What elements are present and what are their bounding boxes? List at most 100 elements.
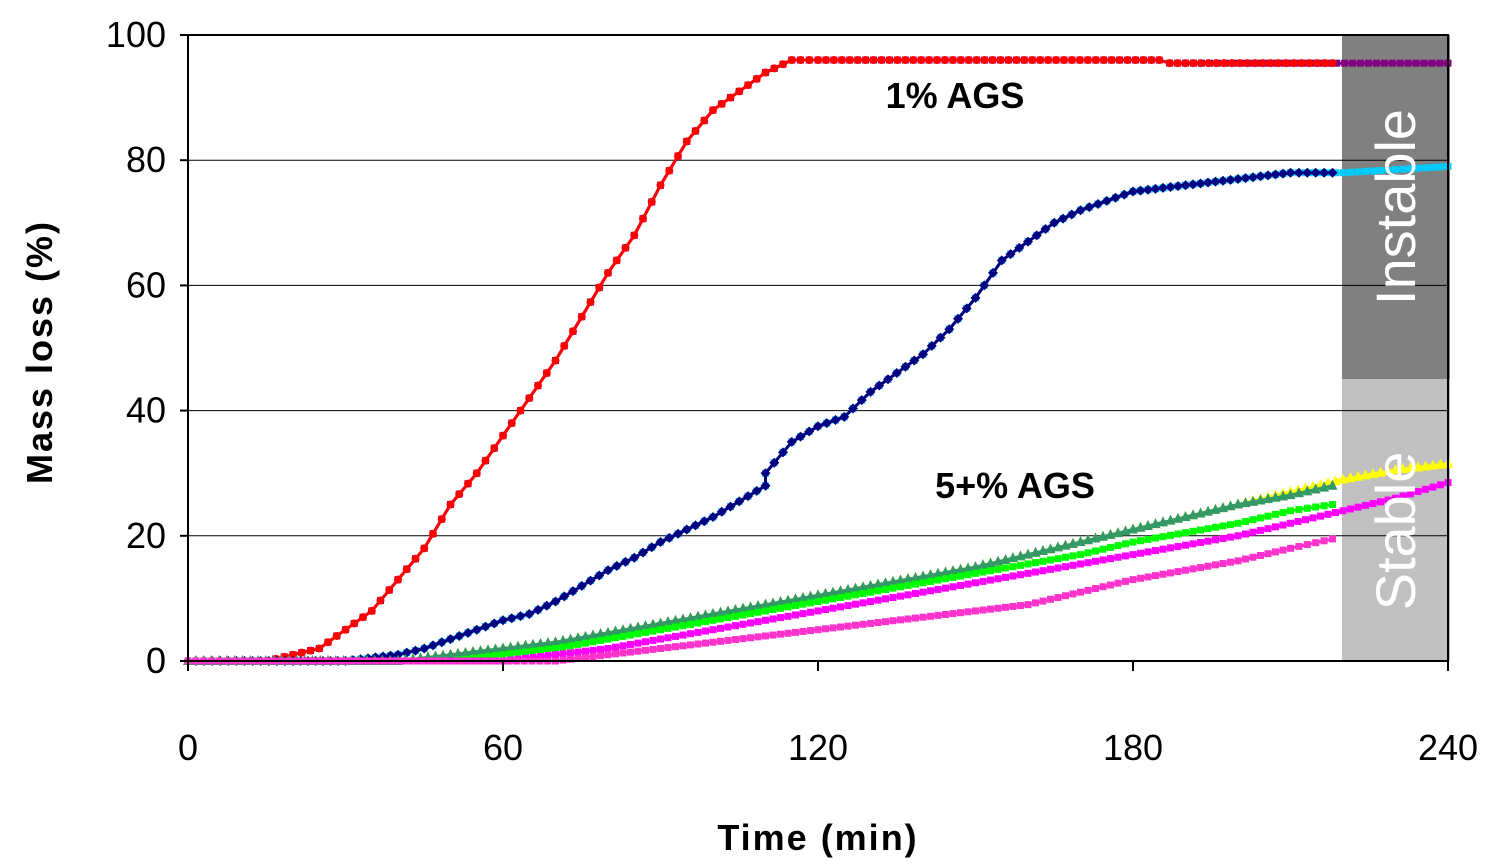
series-8-point: [1249, 528, 1257, 536]
series-7-point: [927, 577, 934, 585]
series-7-point: [1264, 512, 1272, 520]
series-7-point: [1069, 552, 1077, 560]
series-6-point: [948, 565, 958, 576]
series-2-point: [490, 444, 499, 453]
series-4-point: [471, 624, 482, 635]
series-4-point: [1293, 167, 1304, 178]
series-8-point: [1039, 567, 1047, 575]
series-9-point: [649, 645, 657, 653]
series-2-point: [481, 456, 490, 465]
y-tick-label-80: 80: [126, 139, 166, 180]
series-9-point: [634, 647, 642, 655]
series-8-point: [634, 639, 642, 647]
series-4-point: [865, 386, 876, 397]
series-3-point: [1384, 166, 1392, 174]
series-2-point: [744, 81, 752, 90]
series-4-point: [419, 643, 430, 654]
series-5-point: [1390, 464, 1401, 475]
series-2-point: [1123, 56, 1132, 65]
series-6-point: [1038, 545, 1048, 556]
series-6-point: [1180, 511, 1191, 522]
series-9-point: [1039, 597, 1047, 605]
series-8-point: [559, 650, 567, 658]
series-4-point: [1302, 167, 1313, 178]
series-6-point: [1233, 498, 1243, 509]
series-4-point: [1101, 195, 1112, 206]
series-5-point: [1345, 472, 1356, 483]
series-6-point: [505, 641, 516, 652]
series-4-point: [1285, 167, 1296, 178]
series-2-point: [787, 56, 796, 65]
series-8-point: [822, 606, 829, 614]
annotation-1pct-ags: 1% AGS: [886, 75, 1025, 116]
series-8-point: [882, 595, 889, 603]
series-2: [184, 56, 1337, 665]
series-9-point: [1189, 565, 1197, 573]
series-6-point: [1327, 479, 1338, 490]
series-9-point: [657, 644, 664, 652]
series-7-point: [844, 592, 852, 600]
series-7-point: [1047, 556, 1054, 564]
series-4-point: [681, 524, 692, 535]
series-8-point: [544, 652, 552, 660]
series-4-point: [454, 630, 465, 641]
series-8-point: [1339, 507, 1347, 515]
series-2-point: [376, 596, 385, 605]
series-6-point: [1128, 523, 1138, 534]
series-8-point: [1189, 540, 1197, 548]
series-7-point: [589, 638, 597, 646]
series-9-point: [717, 637, 724, 645]
series-4-point: [900, 361, 911, 372]
series-4-point: [1240, 173, 1251, 184]
series-4-point: [690, 520, 701, 531]
series-2-point: [1115, 56, 1124, 65]
series-9-point: [784, 629, 792, 637]
series-7-point: [769, 606, 777, 614]
series-2-point: [1282, 59, 1290, 68]
series-9-point: [852, 621, 859, 629]
series-9-point: [1204, 562, 1212, 570]
series-7-point: [1312, 503, 1320, 511]
series-7-point: [1303, 504, 1311, 512]
series-6-point: [753, 600, 763, 611]
series-9-point: [979, 606, 987, 614]
series-4-point: [795, 431, 806, 442]
series-2-point: [289, 650, 297, 659]
series-7-point: [679, 622, 687, 630]
series-2-point: [877, 56, 886, 65]
series-9-point: [822, 625, 829, 633]
series-7-point: [514, 649, 522, 657]
series-4-point: [576, 580, 587, 591]
series-9-point: [1152, 572, 1159, 580]
series-2-point: [796, 56, 805, 65]
series-9-point: [1077, 588, 1084, 596]
series-8-point: [679, 631, 687, 639]
y-tick-label-20: 20: [126, 515, 166, 556]
series-2-point: [324, 638, 332, 647]
series-6-point: [1270, 491, 1281, 502]
series-6-point: [1173, 512, 1183, 523]
series-9-point: [792, 628, 799, 636]
series-8-point: [867, 598, 874, 606]
series-2-point: [735, 87, 744, 96]
y-tick-label-40: 40: [126, 390, 166, 431]
series-8-point: [1084, 559, 1092, 567]
series-4-point: [953, 313, 963, 324]
series-7-point: [544, 645, 552, 653]
series-6-point: [663, 616, 673, 627]
series-7-point: [1062, 553, 1069, 561]
series-7-point: [1002, 564, 1009, 572]
series-8-point: [642, 638, 649, 646]
series-2-point: [1212, 59, 1221, 68]
series-7-point: [1039, 557, 1047, 565]
series-7-point: [792, 602, 799, 610]
series-6-point: [1113, 527, 1123, 538]
series-4-point: [1143, 184, 1153, 195]
series-2-point: [761, 68, 770, 77]
series-4-point: [743, 491, 753, 502]
series-9-point: [867, 619, 874, 627]
series-2-point: [1075, 56, 1084, 65]
y-tick-label-60: 60: [126, 264, 166, 305]
annotation-5pct-ags: 5+% AGS: [935, 465, 1095, 506]
